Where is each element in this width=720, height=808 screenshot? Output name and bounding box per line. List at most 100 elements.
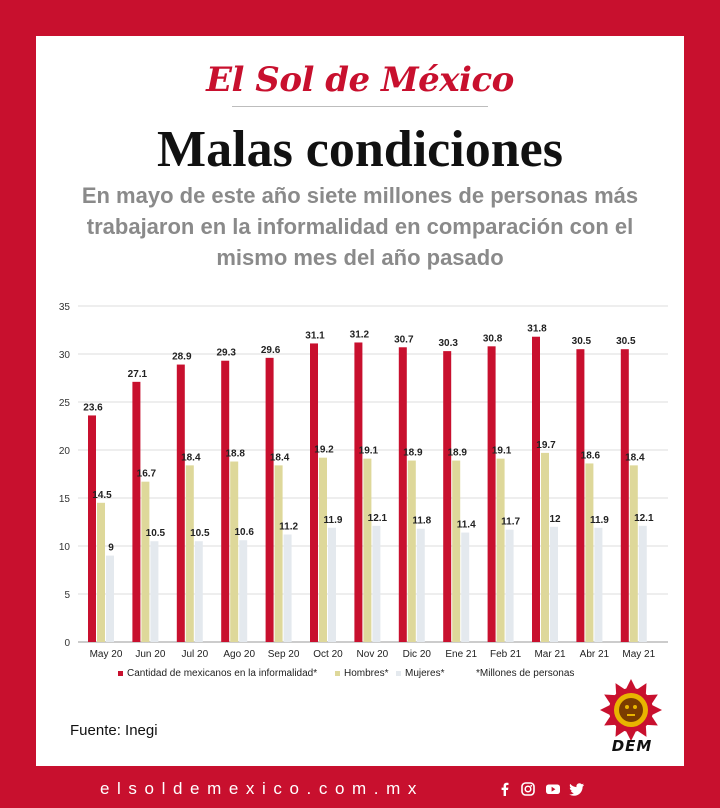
- x-tick-label: Abr 21: [580, 649, 610, 660]
- bar-hombres: [407, 460, 416, 642]
- data-label-hombres: 18.4: [270, 452, 290, 463]
- x-tick-label: Jun 20: [135, 649, 165, 660]
- data-label-mujeres: 9: [108, 543, 114, 554]
- data-label-hombres: 19.1: [359, 446, 379, 457]
- bar-total: [176, 364, 185, 642]
- bar-mujeres: [239, 540, 248, 642]
- bar-mujeres: [150, 541, 159, 642]
- data-label-total: 29.6: [261, 345, 281, 356]
- units-note: *Millones de personas: [476, 668, 575, 679]
- data-label-total: 27.1: [128, 369, 148, 380]
- bar-mujeres: [594, 527, 603, 642]
- bar-total: [487, 346, 496, 642]
- bar-hombres: [452, 460, 461, 642]
- subtitle: En mayo de este año siete millones de pe…: [81, 183, 639, 270]
- data-label-hombres: 18.9: [447, 448, 467, 459]
- bar-hombres: [230, 461, 239, 642]
- data-label-hombres: 18.6: [581, 450, 601, 461]
- legend-item-total: Cantidad de mexicanos en la informalidad…: [118, 668, 317, 679]
- data-label-mujeres: 12.1: [634, 513, 654, 524]
- bar-hombres: [363, 458, 372, 642]
- data-label-mujeres: 11.7: [501, 517, 520, 528]
- y-tick-label: 20: [59, 446, 71, 457]
- bar-total: [265, 357, 274, 642]
- data-label-total: 30.5: [616, 336, 636, 347]
- bar-hombres: [496, 458, 505, 642]
- bar-mujeres: [372, 525, 381, 642]
- masthead-divider: [232, 106, 488, 107]
- legend-swatch-mujeres: [396, 670, 401, 676]
- y-tick-label: 35: [59, 302, 71, 313]
- x-tick-label: Sep 20: [268, 649, 300, 660]
- x-tick-label: Mar 21: [534, 649, 566, 660]
- data-label-mujeres: 10.6: [234, 527, 254, 538]
- bar-total: [221, 360, 230, 642]
- x-tick-label: May 21: [622, 649, 655, 660]
- x-tick-label: Ene 21: [445, 649, 477, 660]
- data-label-total: 31.8: [527, 324, 547, 335]
- data-label-mujeres: 11.8: [412, 516, 431, 527]
- y-tick-label: 5: [64, 590, 70, 601]
- legend-swatch-hombres: [335, 670, 340, 676]
- y-tick-label: 10: [59, 542, 71, 553]
- data-label-hombres: 19.2: [314, 445, 334, 456]
- bar-mujeres: [461, 532, 470, 642]
- data-label-hombres: 18.8: [225, 449, 245, 460]
- bar-mujeres: [416, 528, 425, 642]
- data-label-total: 30.3: [438, 338, 458, 349]
- bar-hombres: [141, 481, 150, 642]
- legend-item-mujeres: Mujeres*: [396, 668, 444, 679]
- x-tick-label: Jul 20: [181, 649, 208, 660]
- legend-label-mujeres: Mujeres*: [405, 668, 445, 679]
- data-label-total: 23.6: [83, 402, 103, 413]
- y-tick-label: 15: [59, 494, 71, 505]
- bar-total: [620, 349, 629, 642]
- sun-logo-icon: [600, 679, 662, 741]
- x-tick-label: Feb 21: [490, 649, 522, 660]
- data-label-hombres: 18.9: [403, 448, 423, 459]
- youtube-icon[interactable]: [544, 781, 562, 797]
- data-label-total: 28.9: [172, 352, 192, 363]
- data-label-total: 29.3: [216, 348, 236, 359]
- data-label-total: 30.7: [394, 334, 414, 345]
- y-tick-label: 0: [64, 638, 70, 649]
- data-label-total: 30.8: [483, 333, 503, 344]
- data-label-mujeres: 11.9: [324, 515, 343, 526]
- bar-hombres: [319, 457, 327, 642]
- x-tick-label: May 20: [90, 649, 123, 660]
- bar-mujeres: [106, 555, 114, 642]
- bar-total: [576, 349, 585, 642]
- data-label-total: 31.2: [350, 329, 370, 340]
- bar-total: [88, 415, 96, 642]
- instagram-icon[interactable]: [519, 781, 537, 797]
- y-tick-label: 30: [59, 350, 71, 361]
- dem-logo-text: DEM: [611, 737, 653, 755]
- data-label-mujeres: 10.5: [190, 528, 210, 539]
- data-label-mujeres: 11.9: [590, 515, 609, 526]
- data-label-total: 31.1: [305, 330, 325, 341]
- footer-url[interactable]: elsoldemexico.com.mx: [100, 779, 424, 798]
- bar-hombres: [541, 452, 549, 642]
- x-tick-label: Nov 20: [357, 649, 389, 660]
- bar-mujeres: [638, 525, 647, 642]
- y-tick-label: 25: [59, 398, 71, 409]
- legend-item-hombres: Hombres*: [335, 668, 388, 679]
- data-label-mujeres: 11.2: [279, 521, 298, 532]
- data-label-mujeres: 12: [549, 514, 561, 525]
- data-label-mujeres: 10.5: [146, 528, 166, 539]
- bar-total: [532, 336, 540, 642]
- bar-mujeres: [550, 526, 558, 642]
- facebook-icon[interactable]: [496, 781, 514, 797]
- bar-mujeres: [328, 527, 336, 642]
- data-label-hombres: 18.4: [625, 452, 645, 463]
- data-label-total: 30.5: [572, 336, 592, 347]
- x-tick-label: Ago 20: [223, 649, 255, 660]
- bar-hombres: [97, 502, 105, 642]
- bar-hombres: [585, 463, 594, 642]
- source-note: Fuente: Inegi: [70, 722, 158, 739]
- bar-hombres: [185, 465, 194, 642]
- twitter-icon[interactable]: [568, 781, 586, 797]
- masthead-logo: El Sol de México: [206, 60, 514, 100]
- data-label-hombres: 19.1: [492, 446, 512, 457]
